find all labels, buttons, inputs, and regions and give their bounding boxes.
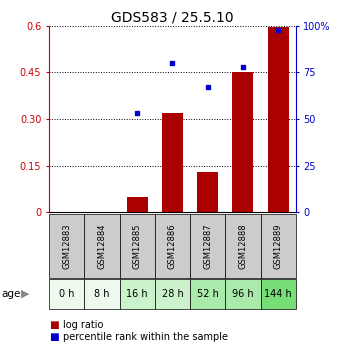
Text: GSM12884: GSM12884 [97, 223, 106, 268]
Text: 96 h: 96 h [232, 289, 254, 299]
Text: GSM12885: GSM12885 [132, 223, 142, 268]
Text: ■: ■ [49, 333, 59, 342]
Bar [268, 28, 289, 212]
Bar [84, 214, 120, 278]
Text: GSM12888: GSM12888 [238, 223, 247, 269]
Bar [261, 279, 296, 309]
Text: ▶: ▶ [21, 289, 29, 299]
Bar [190, 214, 225, 278]
Text: GSM12883: GSM12883 [62, 223, 71, 269]
Text: log ratio: log ratio [63, 320, 103, 330]
Bar [190, 279, 225, 309]
Bar [225, 214, 261, 278]
Text: GSM12889: GSM12889 [274, 223, 283, 268]
Text: 144 h: 144 h [264, 289, 292, 299]
Bar [197, 172, 218, 212]
Bar [155, 279, 190, 309]
Text: 16 h: 16 h [126, 289, 148, 299]
Text: 0 h: 0 h [59, 289, 74, 299]
Bar [49, 279, 84, 309]
Bar [225, 279, 261, 309]
Text: 52 h: 52 h [197, 289, 219, 299]
Bar [120, 279, 155, 309]
Bar [49, 214, 84, 278]
Bar [120, 214, 155, 278]
Bar [126, 197, 148, 212]
Bar [162, 113, 183, 212]
Text: 28 h: 28 h [162, 289, 183, 299]
Text: GSM12887: GSM12887 [203, 223, 212, 269]
Bar [261, 214, 296, 278]
Bar [84, 279, 120, 309]
Text: percentile rank within the sample: percentile rank within the sample [63, 333, 228, 342]
Bar [155, 214, 190, 278]
Text: ■: ■ [49, 320, 59, 330]
Text: 8 h: 8 h [94, 289, 110, 299]
Bar [232, 72, 254, 212]
Text: age: age [2, 289, 21, 299]
Title: GDS583 / 25.5.10: GDS583 / 25.5.10 [111, 11, 234, 25]
Text: GSM12886: GSM12886 [168, 223, 177, 269]
